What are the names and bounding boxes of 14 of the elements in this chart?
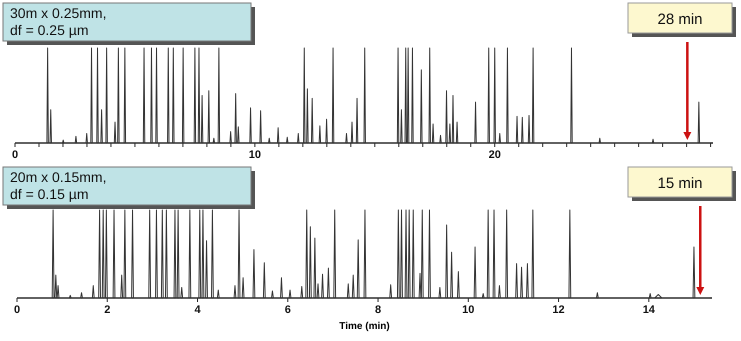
x-tick-label: 0 [14, 304, 20, 316]
x-tick-label: 20 [488, 149, 501, 161]
x-tick-label: 8 [374, 304, 382, 316]
x-tick-label: 6 [284, 304, 291, 316]
x-tick-label: 12 [552, 304, 565, 316]
x-tick-label: 10 [248, 149, 261, 161]
x-tick-label: 0 [12, 149, 18, 161]
x-tick-label: 14 [642, 304, 656, 316]
ref-line-label: 15 min [657, 175, 703, 192]
x-tick-label: 10 [462, 304, 474, 316]
ref-line-label: 28 min [657, 11, 703, 28]
x-tick-label: 4 [194, 304, 202, 316]
x-axis-title: Time (min) [339, 321, 390, 332]
x-tick-label: 2 [104, 304, 110, 316]
